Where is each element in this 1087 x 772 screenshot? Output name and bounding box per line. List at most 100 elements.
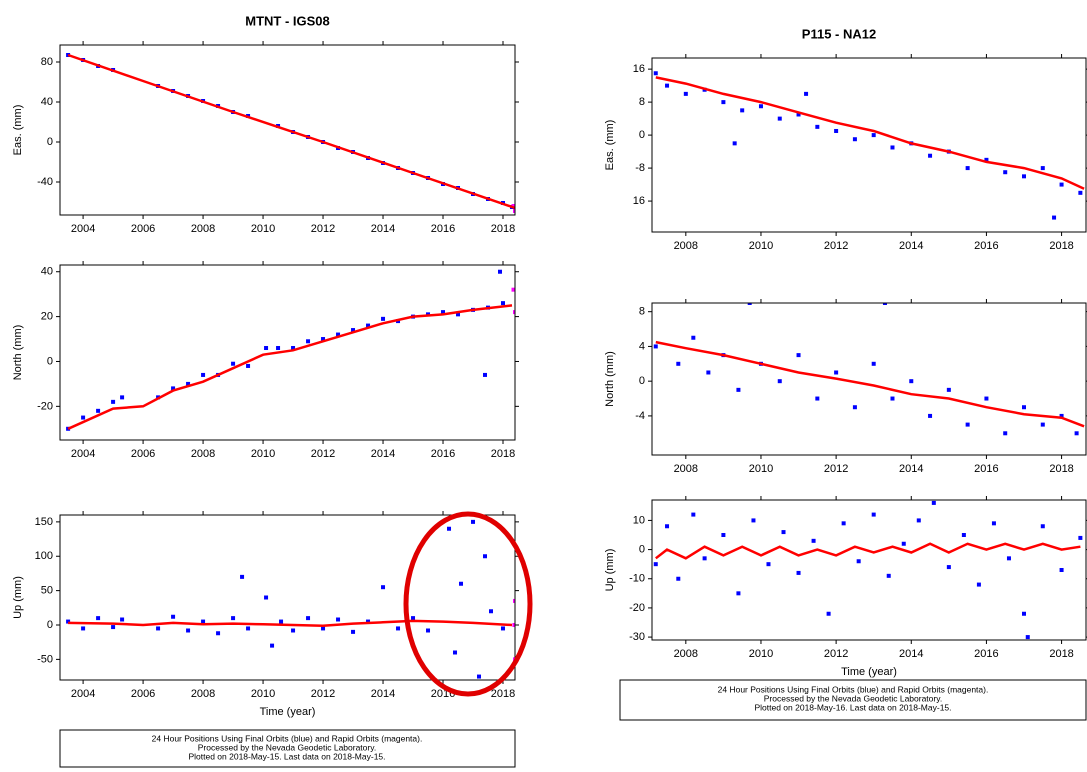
data-point [909,379,914,384]
x-axis-label: Time (year) [841,666,897,678]
data-point [882,303,887,305]
x-tick-label: 2004 [71,448,95,460]
data-point [777,116,782,121]
x-tick-label: 2016 [431,448,455,460]
data-point [366,619,371,624]
data-point [1022,174,1026,179]
data-point [747,303,752,305]
data-point [186,628,191,633]
caption: Plotted on 2018-May-15. Last data on 201… [188,751,385,761]
trend-line [655,340,1085,428]
data-point [513,310,515,315]
data-point [306,616,311,621]
data-point [732,141,737,146]
data-point [852,405,857,410]
data-point [691,335,696,340]
plot-area [653,303,1085,436]
data-point [1006,556,1011,561]
data-point [81,626,86,631]
data-point [777,379,782,384]
data-point [483,554,488,559]
data-point [96,408,101,413]
trend-line [67,304,513,430]
data-point [676,576,681,581]
x-tick-label: 2012 [311,223,335,235]
caption-box [59,729,516,768]
x-tick-label: 2010 [749,648,773,660]
data-point [498,269,503,274]
data-point [453,650,458,655]
y-tick-label: 80 [41,56,53,68]
data-point [702,556,707,561]
data-point [886,573,891,578]
data-point [1059,413,1064,418]
data-point [1040,422,1045,427]
chart-title: MTNT - IGS08 [245,13,330,28]
data-point [1074,431,1079,436]
data-point [931,500,936,505]
data-point [856,559,861,564]
data-point [471,519,476,524]
x-tick-label: 2014 [899,463,923,475]
x-tick-label: 2008 [191,448,215,460]
data-point [815,396,820,401]
y-tick-label: -8 [635,162,645,174]
data-point [1078,535,1083,540]
data-point [240,574,245,579]
x-tick-label: 2012 [824,240,848,252]
data-point [665,524,670,529]
data-point [871,512,876,517]
data-point [426,628,431,633]
x-tick-label: 2008 [191,223,215,235]
data-point [691,512,696,517]
data-point [511,287,515,292]
data-point [171,614,176,619]
data-point [928,413,933,418]
data-point [1003,170,1008,175]
data-point [736,387,741,392]
data-point [246,626,251,631]
data-point [501,301,506,306]
data-point [721,100,726,105]
plot-area [66,269,515,431]
x-tick-label: 2012 [824,463,848,475]
data-point [740,108,745,113]
data-point [66,53,71,57]
data-point [901,541,906,546]
data-point [1022,611,1026,616]
y-tick-label: -40 [37,176,53,188]
data-point [796,112,801,117]
panel-frame [651,302,1087,456]
data-point [683,91,688,96]
data-point [871,361,876,366]
x-tick-label: 2010 [251,448,275,460]
data-point [916,518,921,523]
x-tick-label: 2014 [899,648,923,660]
data-point [171,386,176,391]
x-tick-label: 2008 [674,648,698,660]
x-tick-label: 2016 [974,463,998,475]
x-tick-label: 2010 [749,463,773,475]
y-tick-label: 150 [35,516,53,528]
x-tick-label: 2012 [311,688,335,700]
x-tick-label: 2018 [491,688,515,700]
data-point [1040,166,1045,171]
data-point [1059,182,1064,187]
caption: 24 Hour Positions Using Final Orbits (bl… [718,684,989,694]
data-point [456,312,461,317]
x-tick-label: 2008 [191,688,215,700]
x-tick-label: 2008 [674,240,698,252]
trend-line [68,619,513,627]
x-tick-label: 2006 [131,448,155,460]
caption: Processed by the Nevada Geodetic Laborat… [764,693,942,703]
x-tick-label: 2006 [131,688,155,700]
data-point [321,626,326,631]
data-point [291,346,296,351]
data-point [834,370,839,375]
data-point [984,396,989,401]
data-point [279,619,284,624]
trend-line [67,53,515,210]
data-point [501,626,506,631]
data-point [841,521,846,526]
data-point [381,316,386,321]
